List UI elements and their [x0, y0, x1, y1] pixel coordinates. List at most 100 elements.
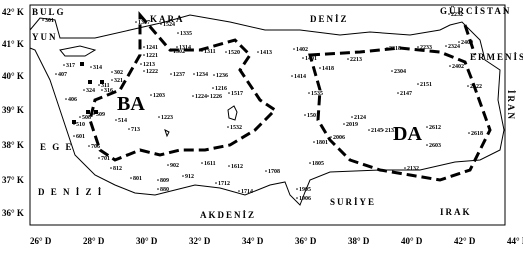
station-dot	[79, 116, 81, 118]
lon-label: 28° D	[83, 236, 105, 246]
station-dot	[111, 79, 113, 81]
station-label: 1311	[204, 49, 216, 55]
station-dot	[115, 119, 117, 121]
station-dot	[304, 114, 306, 116]
lon-label: 42° D	[454, 236, 476, 246]
region-label: DA	[393, 123, 422, 145]
station-dot	[468, 132, 470, 134]
station-label: 1517	[231, 91, 243, 97]
station-dot	[296, 188, 298, 190]
station-label: 1234	[196, 72, 208, 78]
station-label: 1714	[241, 189, 253, 195]
station-dot	[192, 95, 194, 97]
station-dot	[309, 162, 311, 164]
station-label: 1712	[218, 181, 230, 187]
station-dot	[228, 92, 230, 94]
station-label: 1414	[294, 74, 306, 80]
station-dot	[111, 71, 113, 73]
station-label: 2603	[429, 143, 441, 149]
station-dot	[426, 126, 428, 128]
station-label: 514	[118, 118, 127, 124]
station-dot	[176, 46, 178, 48]
station-label: 2124	[354, 115, 366, 121]
station-dot	[225, 51, 227, 53]
place-label: BULG	[32, 7, 66, 17]
station-dot	[88, 145, 90, 147]
station-dot	[182, 175, 184, 177]
station-label: 508	[82, 115, 91, 121]
station-dot	[135, 21, 137, 23]
station-dot	[90, 66, 92, 68]
station-label: 302	[114, 70, 123, 76]
station-square	[86, 110, 90, 114]
station-label: 2019	[346, 122, 358, 128]
station-dot	[238, 190, 240, 192]
station-dot	[445, 45, 447, 47]
place-label: SURİYE	[330, 197, 376, 207]
station-label: 809	[160, 178, 169, 184]
station-dot	[98, 157, 100, 159]
station-dot	[143, 46, 145, 48]
station-label: 1611	[204, 161, 216, 167]
station-dot	[293, 48, 295, 50]
station-dot	[140, 63, 142, 65]
lon-label: 30° D	[136, 236, 158, 246]
station-dot	[201, 162, 203, 164]
station-label: 1905	[299, 187, 311, 193]
station-dot	[63, 64, 65, 66]
station-label: 2151	[420, 82, 432, 88]
station-dot	[343, 123, 345, 125]
station-dot	[170, 50, 172, 52]
station-dot	[42, 19, 44, 21]
da-boundary	[308, 24, 492, 182]
station-dot	[417, 83, 419, 85]
station-label: 1314	[179, 45, 191, 51]
station-label: 1223	[161, 115, 173, 121]
station-dot	[391, 70, 393, 72]
station-dot	[143, 54, 145, 56]
station-dot	[215, 182, 217, 184]
station-label: 902	[170, 163, 179, 169]
station-dot	[128, 128, 130, 130]
station-dot	[158, 116, 160, 118]
station-dot	[448, 13, 450, 15]
station-label: 1221	[146, 53, 158, 59]
station-dot	[308, 92, 310, 94]
station-dot	[351, 116, 353, 118]
station-label: 1307	[138, 20, 150, 26]
station-dot	[177, 32, 179, 34]
station-label: 2145	[371, 128, 383, 134]
station-label: 321	[114, 78, 123, 84]
lat-label: 42° K	[2, 7, 24, 17]
marmara	[59, 45, 97, 57]
station-dot	[212, 87, 214, 89]
station-label: 2213	[350, 57, 362, 63]
station-label: 880	[160, 187, 169, 193]
station-label: 406	[68, 97, 77, 103]
place-label: YUN	[32, 32, 58, 42]
station-label: 1401	[305, 56, 317, 62]
station-label: 1224	[195, 94, 207, 100]
lat-label: 41° K	[2, 39, 24, 49]
place-label: DENİZ	[310, 14, 349, 24]
lat-label: 39° K	[2, 105, 24, 115]
station-square	[100, 80, 104, 84]
station-dot	[157, 179, 159, 181]
station-label: 1335	[180, 31, 192, 37]
station-label: 1612	[231, 164, 243, 170]
station-dot	[319, 67, 321, 69]
station-label: 2122	[470, 84, 482, 90]
place-label: İRAN	[506, 90, 516, 121]
station-dot	[265, 170, 267, 172]
station-dot	[83, 89, 85, 91]
station-label: 1216	[215, 86, 227, 92]
station-dot	[55, 73, 57, 75]
station-dot	[386, 47, 388, 49]
station-label: 301	[45, 18, 54, 24]
station-label: 316	[104, 88, 113, 94]
station-label: 324	[86, 88, 95, 94]
station-dot	[449, 65, 451, 67]
station-dot	[296, 197, 298, 199]
land	[29, 14, 505, 206]
lon-label: 44° D	[507, 236, 523, 246]
